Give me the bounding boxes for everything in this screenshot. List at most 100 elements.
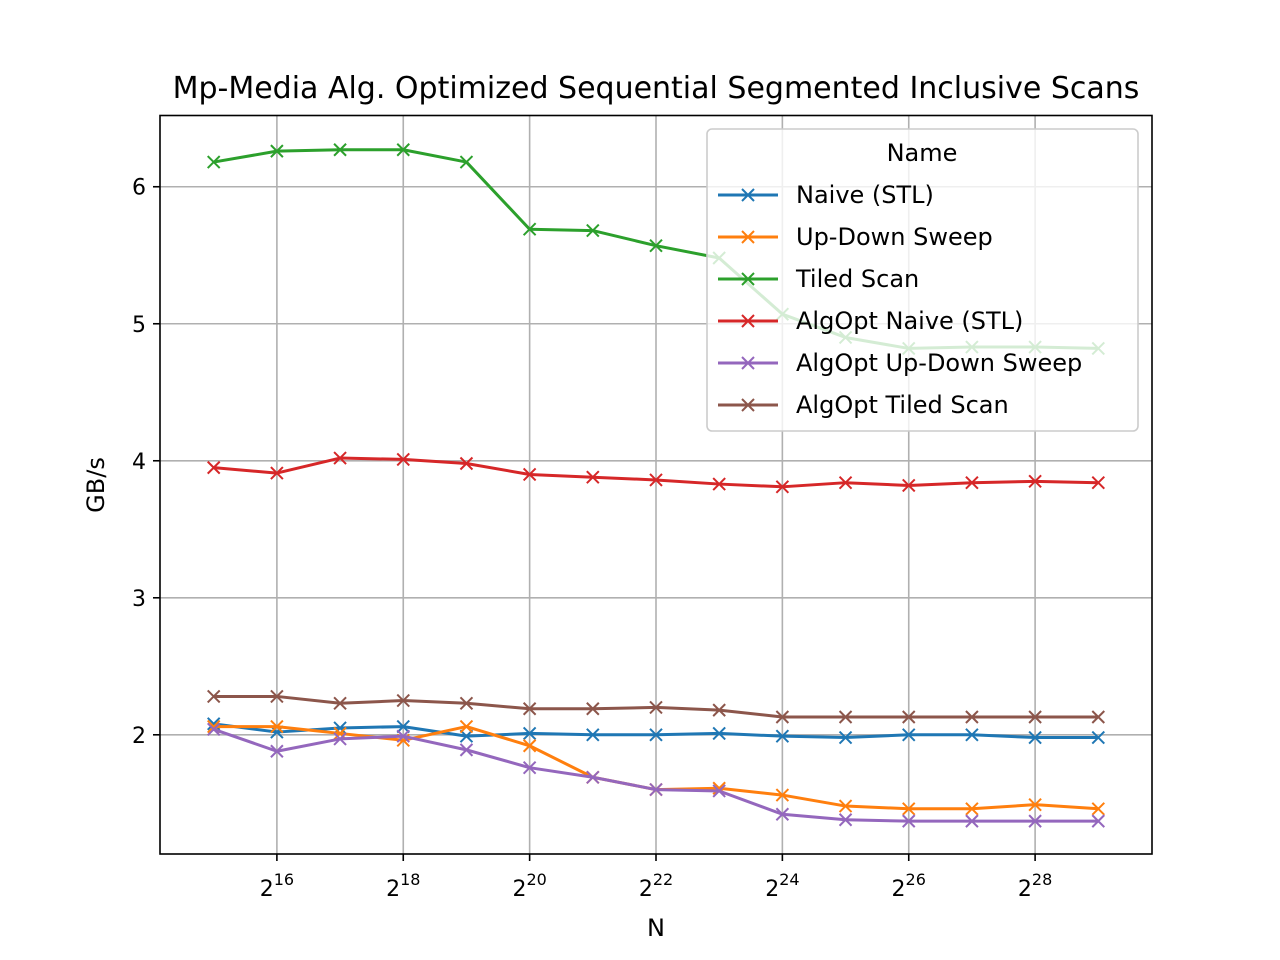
data-point [396,143,410,157]
data-point [838,799,853,813]
legend-swatch-marker [741,230,755,244]
data-point [459,456,474,471]
legend-item: Up-Down Sweep [718,223,993,251]
data-point [649,473,663,487]
data-point [1091,802,1105,816]
data-point [459,155,474,169]
data-point [586,223,600,238]
data-point [1091,710,1105,724]
legend-label: AlgOpt Tiled Scan [796,391,1009,419]
data-point [522,467,537,482]
x-tick-label: 220 [512,870,546,902]
x-tick-label: 218 [386,870,420,902]
data-point [712,784,726,798]
data-point [522,760,537,775]
data-point [206,722,221,737]
data-point [459,729,474,743]
data-point [902,710,916,724]
data-point [206,460,221,475]
data-point [1091,730,1105,745]
legend-box [706,128,1139,432]
data-point [838,730,853,745]
legend-item: AlgOpt Tiled Scan [718,391,1009,419]
data-point [333,732,347,746]
data-point [396,693,410,708]
legend-label: Naive (STL) [796,181,934,209]
data-point [522,702,537,716]
legend-swatch-marker [741,272,755,286]
plot-series [206,143,1105,828]
data-point [1091,475,1105,490]
data-point [1028,474,1042,489]
series-5 [206,689,1105,724]
data-point [838,710,853,724]
data-point [396,719,410,734]
data-point [459,696,474,710]
data-point [270,689,284,704]
x-tick-label: 228 [1018,870,1052,902]
data-point [1028,797,1042,812]
legend-swatch-marker [741,398,755,412]
data-point [396,729,410,743]
data-point [270,466,284,480]
legend-title: Name [887,139,958,167]
axis-ticks: 216 218 220 222 224 226 228 2 3 4 5 6 [132,176,1052,902]
y-tick-label: 3 [132,587,146,612]
data-point [712,477,726,491]
data-point [965,710,979,724]
data-point [649,782,663,797]
data-point [1028,730,1042,745]
y-tick-label: 5 [132,313,146,338]
y-axis-label: GB/s [82,457,110,513]
y-tick-label: 4 [132,450,146,475]
data-point [270,719,284,734]
data-point [902,802,916,816]
data-point [965,728,979,742]
legend-swatch-marker [741,314,755,328]
legend-label: Up-Down Sweep [796,223,993,251]
data-point [396,452,410,467]
data-point [712,726,726,741]
data-point [649,728,663,742]
legend-label: AlgOpt Naive (STL) [796,307,1023,335]
legend-item: Naive (STL) [718,181,934,209]
data-point [586,770,600,784]
x-tick-label: 222 [639,870,673,902]
data-point [965,802,979,816]
data-point [586,702,600,716]
data-point [902,728,916,742]
legend-item: Tiled Scan [718,265,919,293]
data-point [1028,814,1042,828]
data-point [838,813,853,827]
legend: Name Naive (STL) Up-Down Sweep Tiled Scan A… [706,128,1139,432]
data-point [206,155,221,169]
chart-title: Mp-Media Alg. Optimized Sequential Segme… [173,71,1140,106]
data-point [333,696,347,710]
data-point [775,807,790,821]
data-point [333,143,347,157]
data-point [775,788,790,802]
data-point [649,700,663,715]
data-point [775,710,790,724]
legend-swatch-marker [741,356,755,370]
data-point [712,703,726,717]
data-point [522,222,537,236]
data-point [965,475,979,490]
data-point [965,814,979,828]
series-3 [206,451,1105,494]
legend-swatch-marker [741,188,755,202]
data-point [838,475,853,490]
data-point [902,814,916,828]
data-point [333,451,347,465]
data-point [270,144,284,158]
x-tick-label: 216 [260,870,294,902]
data-point [270,744,284,758]
x-tick-label: 224 [765,870,799,902]
y-tick-label: 6 [132,176,146,201]
data-point [1091,814,1105,828]
x-tick-label: 226 [892,870,926,902]
data-point [586,728,600,742]
data-point [206,689,221,704]
data-point [775,480,790,494]
